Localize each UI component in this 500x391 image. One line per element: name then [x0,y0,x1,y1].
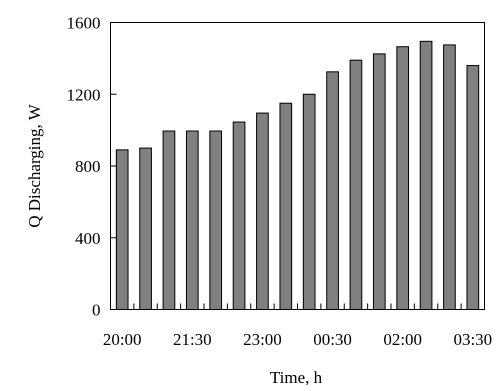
y-tick-label: 0 [92,301,101,320]
bar-00:30 [326,71,339,310]
bar-20:30 [139,147,152,310]
bar-00:00 [302,93,316,310]
x-axis-title: Time, h [270,368,323,387]
x-tick-label: 23:00 [243,330,282,349]
y-tick-label: 800 [75,157,101,176]
y-axis-title: Q Discharging, W [25,103,44,228]
bar-23:00 [256,112,269,310]
bar-01:00 [349,59,363,310]
bar-02:30 [419,40,433,311]
x-tick-label: 00:30 [313,330,352,349]
y-tick-label: 400 [75,229,101,248]
bar-03:30 [466,65,480,310]
x-tick-label: 21:30 [173,330,212,349]
x-tick-label: 03:30 [453,330,492,349]
bar-22:30 [232,121,246,310]
bar-21:00 [162,130,176,310]
y-tick-label: 1200 [67,85,101,104]
bar-01:30 [372,53,386,310]
bars-group [115,40,480,311]
x-ticks-group: 20:00 21:30 23:00 00:30 02:00 03:30 [103,303,492,349]
y-tick-label: 1600 [67,14,101,33]
bar-03:00 [443,44,456,310]
bar-23:30 [279,102,293,310]
y-ticks-group: 0 400 800 1200 1600 [67,14,117,320]
x-tick-label: 02:00 [383,330,422,349]
bar-21:30 [185,130,199,310]
bar-22:00 [209,130,223,310]
bar-02:00 [396,46,410,310]
bar-20:00 [115,149,129,310]
x-tick-label: 20:00 [103,330,142,349]
